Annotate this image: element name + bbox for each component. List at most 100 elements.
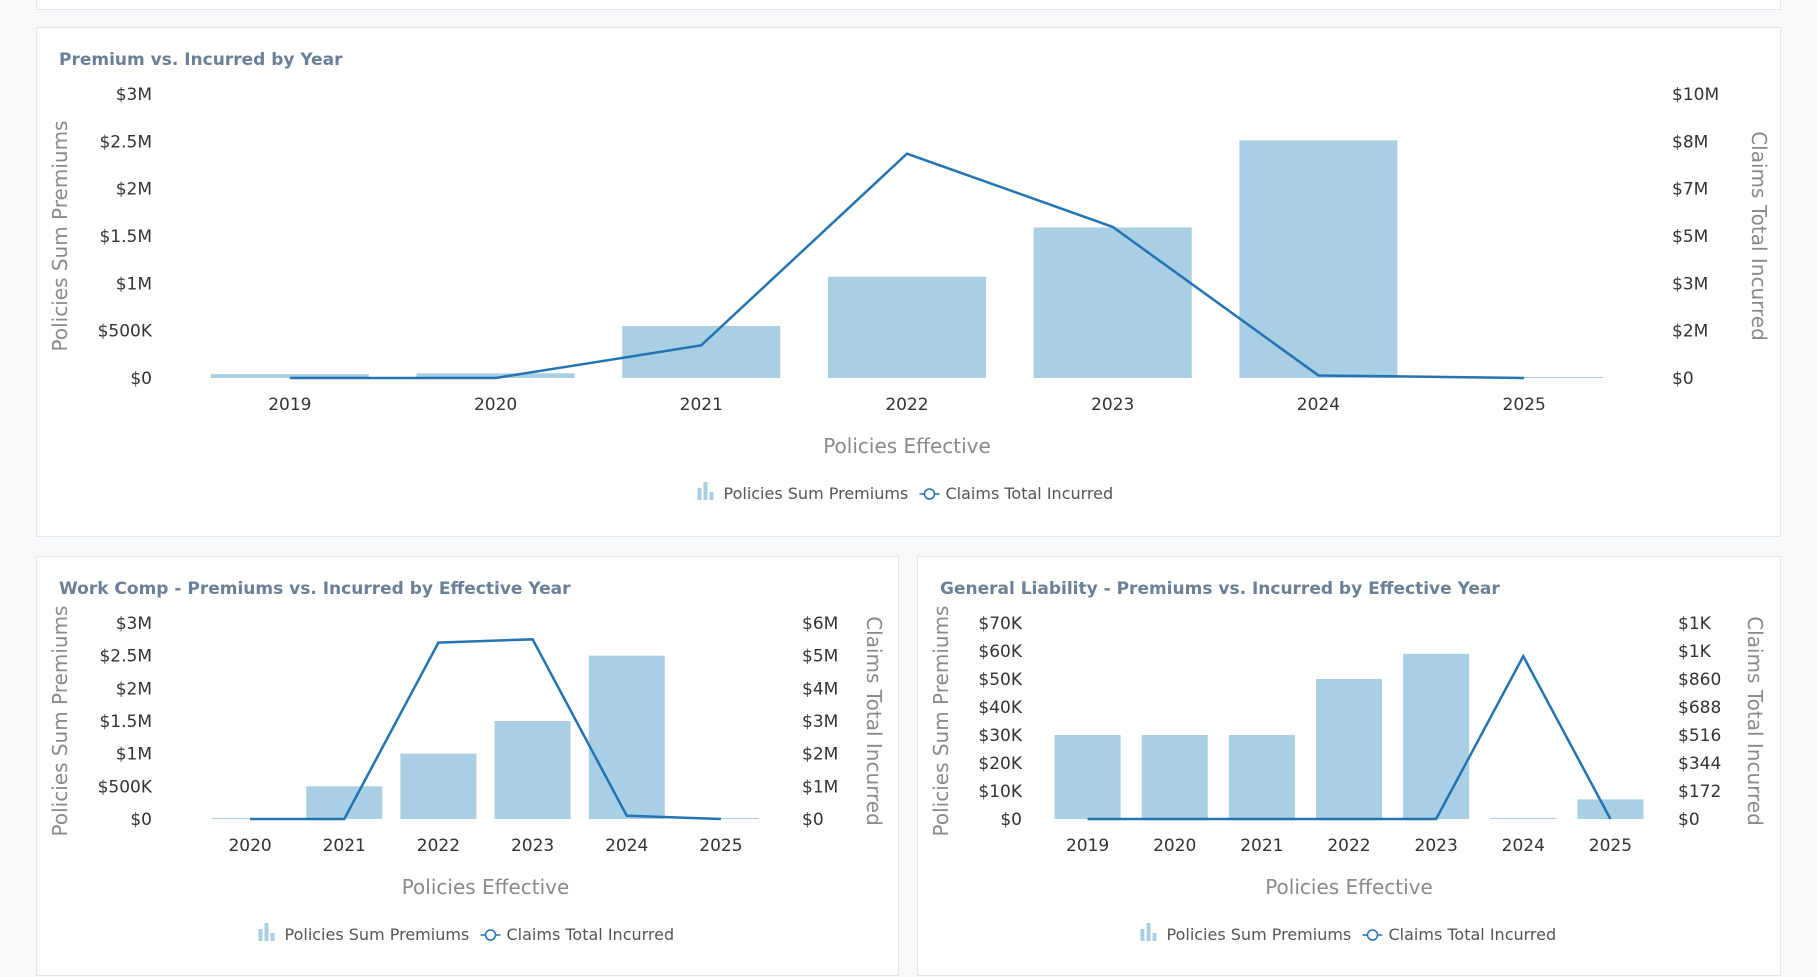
y-tick-label: $70K [978,614,1022,634]
bar-chart-icon [258,923,275,941]
premium-vs-incurred-chart: $0 $500K $1M $1.5M $2M $2.5M $3M $0 $2M $3M $5M $7M… [48,85,1771,503]
line-claims-total-incurred[interactable] [1087,653,1612,821]
x-tick-label: 2022 [1327,836,1370,856]
bar-2020[interactable] [416,373,575,378]
y2-tick-label: $1M [802,777,838,797]
chart-title: Premium vs. Incurred by Year [59,50,343,70]
y-tick-label: $20K [978,754,1022,774]
work-comp-chart: $0 $500K $1M $1.5M $2M $2.5M $3M $0 $1M $2M $3M $4M… [48,606,886,944]
x-tick-label: 2019 [1066,836,1109,856]
bar-2024[interactable] [588,655,665,819]
x-tick-label: 2025 [1589,836,1632,856]
bar-2021[interactable] [1228,735,1295,819]
line-marker-icon [480,929,501,941]
line-point-2019[interactable] [1082,813,1094,825]
line-point-2021[interactable] [695,339,707,351]
y-tick-label: $0 [1000,810,1022,830]
x-tick-label: 2021 [680,395,723,415]
legend: Policies Sum Premiums Claims Total Incurr… [697,482,1114,503]
bar-2019[interactable] [1054,735,1121,819]
y-tick-label: $1M [116,274,152,294]
y-tick-label: $50K [978,670,1022,690]
line-point-2024[interactable] [621,810,633,822]
bar-2022[interactable] [828,276,986,378]
x-tick-label: 2021 [1240,836,1283,856]
y2-axis-title: Claims Total Incurred [1747,131,1771,341]
line-claims-total-incurred[interactable] [250,638,721,821]
line-point-2023[interactable] [527,633,539,645]
legend-line-label[interactable]: Claims Total Incurred [1389,925,1557,944]
x-tick-label: 2024 [1297,395,1340,415]
bar-chart-icon [1140,923,1157,941]
bar-2019[interactable] [210,374,369,378]
x-tick-label: 2025 [699,836,742,856]
y-tick-label: $0 [130,810,152,830]
bar-2023[interactable] [1033,227,1192,378]
work-comp-card: Work Comp - Premiums vs. Incurred by Eff… [36,556,899,976]
y2-tick-label: $8M [1672,132,1708,152]
line-point-2025[interactable] [1518,372,1530,384]
previous-card-edge [36,0,1781,10]
bar-2023[interactable] [494,721,571,819]
legend-line-label[interactable]: Claims Total Incurred [946,484,1114,503]
line-claims-total-incurred[interactable] [289,152,1525,380]
x-tick-label: 2021 [323,836,366,856]
legend-line-label[interactable]: Claims Total Incurred [507,925,675,944]
x-tick-label: 2022 [417,836,460,856]
bar-2024[interactable] [1239,140,1398,378]
y2-tick-label: $6M [802,614,838,634]
bar-2020[interactable] [212,818,289,819]
legend-bars-label[interactable]: Policies Sum Premiums [1167,925,1352,944]
y2-tick-label: $5M [802,647,838,667]
x-axis-title: Policies Effective [402,875,570,899]
line-point-2021[interactable] [1256,813,1268,825]
line-point-2021[interactable] [338,813,350,825]
bar-2021[interactable] [306,786,383,819]
line-point-2022[interactable] [1343,813,1355,825]
line-point-2023[interactable] [1430,813,1442,825]
x-tick-label: 2025 [1503,395,1546,415]
bar-2025[interactable] [1577,799,1644,819]
bar-2024[interactable] [1490,818,1557,819]
y2-tick-label: $172 [1678,782,1721,802]
y-tick-label: $1.5M [99,227,152,247]
line-point-2020[interactable] [1169,813,1181,825]
bar-2023[interactable] [1403,653,1470,819]
x-tick-label: 2020 [474,395,517,415]
y-tick-label: $2M [116,679,152,699]
line-point-2023[interactable] [1107,221,1119,233]
x-tick-label: 2023 [511,836,554,856]
line-point-2024[interactable] [1312,369,1324,381]
bar-2022[interactable] [1316,679,1382,819]
line-point-2024[interactable] [1517,650,1529,662]
y2-tick-label: $0 [1672,369,1694,389]
line-point-2025[interactable] [715,813,727,825]
y2-tick-label: $0 [1678,810,1700,830]
bar-2021[interactable] [622,325,781,378]
y2-tick-label: $1K [1678,642,1712,662]
y-axis-title: Policies Sum Premiums [48,606,72,837]
line-point-2020[interactable] [490,372,502,384]
bar-2022[interactable] [400,753,477,819]
line-point-2020[interactable] [244,813,256,825]
y-tick-label: $1M [116,745,152,765]
y2-tick-label: $860 [1678,670,1721,690]
bar-2020[interactable] [1141,735,1208,819]
y2-tick-label: $5M [1672,227,1708,247]
y2-tick-label: $516 [1678,726,1721,746]
legend-bars-label[interactable]: Policies Sum Premiums [724,484,909,503]
y-tick-label: $30K [978,726,1022,746]
y2-tick-label: $10M [1672,85,1719,105]
x-tick-label: 2019 [268,395,311,415]
line-point-2022[interactable] [432,637,444,649]
chart-title: General Liability - Premiums vs. Incurre… [940,579,1500,599]
y2-tick-label: $688 [1678,698,1721,718]
y2-tick-label: $0 [802,810,824,830]
bar-chart-icon [697,482,714,500]
line-point-2022[interactable] [901,148,913,160]
line-point-2019[interactable] [284,372,296,384]
line-point-2025[interactable] [1604,813,1616,825]
y-tick-label: $2M [116,180,152,200]
legend-bars-label[interactable]: Policies Sum Premiums [285,925,470,944]
y-tick-label: $3M [116,85,152,105]
